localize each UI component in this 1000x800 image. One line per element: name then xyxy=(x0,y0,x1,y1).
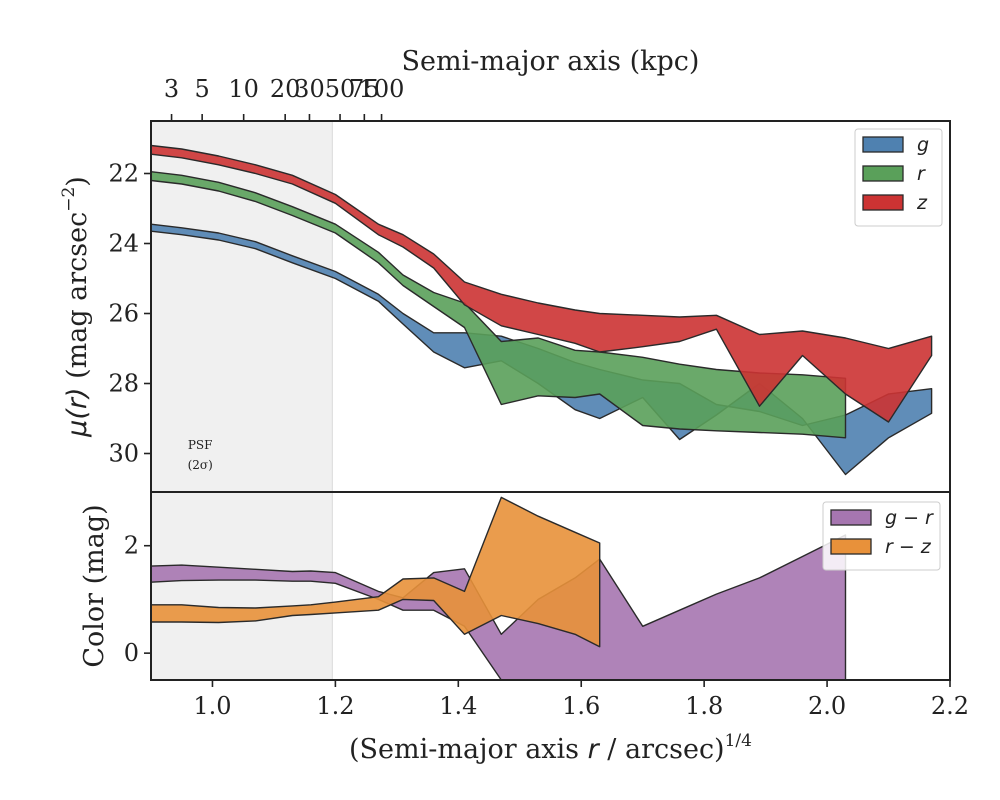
profile-series-group xyxy=(150,144,933,476)
x-axis-title-var: r xyxy=(588,734,601,765)
kpc-tick-label: 50 xyxy=(325,75,356,103)
profile-y-tick-label: 30 xyxy=(108,440,139,468)
color-y-ticks: 02 xyxy=(124,532,151,667)
color-y-tick-label: 0 xyxy=(124,639,139,667)
kpc-axis-title: Semi-major axis (kpc) xyxy=(402,46,700,77)
color-legend-label: r − z xyxy=(885,536,932,558)
x-tick-label: 1.8 xyxy=(685,692,723,720)
kpc-tick-label: 20 xyxy=(270,75,301,103)
profile-y-axis-title-symbol: μ(r) xyxy=(62,388,93,438)
kpc-tick-label: 75 xyxy=(349,75,380,103)
x-axis-ticks: 1.0 1.2 1.4 1.6 1.8 2.0 2.2 xyxy=(193,680,969,720)
color-y-axis-title: Color (mag) xyxy=(79,504,110,667)
kpc-tick-label: 5 xyxy=(195,75,210,103)
profile-y-tick-label: 24 xyxy=(108,230,139,258)
psf-label-line2: (2σ) xyxy=(188,458,213,472)
profile-legend-label: z xyxy=(916,192,928,214)
x-axis-title-rest: / arcsec) xyxy=(599,734,725,765)
color-y-tick-label: 2 xyxy=(124,532,139,560)
profile-legend-swatch xyxy=(862,194,904,211)
profile-legend-label: g xyxy=(917,134,929,156)
x-tick-label: 1.0 xyxy=(193,692,231,720)
profile-y-axis-title-exponent: −2 xyxy=(59,187,79,212)
profile-y-tick-label: 28 xyxy=(108,370,139,398)
color-panel: 02 1.0 1.2 1.4 1.6 1.8 2.0 2.2 (Semi-major axi… xyxy=(79,491,969,765)
profile-y-axis-title-units: (mag arcsec xyxy=(62,212,93,388)
kpc-tick-label: 3 xyxy=(164,75,179,103)
profile-y-axis-title-close: ) xyxy=(62,176,93,187)
psf-shaded-region-color xyxy=(151,492,333,680)
color-legend-swatch xyxy=(830,509,872,526)
x-tick-label: 2.0 xyxy=(808,692,846,720)
profile-band-1 xyxy=(150,170,847,439)
psf-label-line1: PSF xyxy=(188,438,213,452)
kpc-tick-label: 100 xyxy=(359,75,405,103)
profile-legend-swatch xyxy=(862,136,904,153)
x-tick-label: 2.2 xyxy=(931,692,969,720)
x-tick-label: 1.6 xyxy=(562,692,600,720)
color-legend-swatch xyxy=(830,538,872,555)
color-legend: g − r r − z xyxy=(822,501,941,571)
profile-band-0 xyxy=(150,223,933,476)
profile-legend: grz xyxy=(854,128,943,227)
profile-legend-swatch xyxy=(862,165,904,182)
color-legend-label: g − r xyxy=(885,507,934,529)
psf-label: PSF (2σ) xyxy=(188,438,213,472)
x-tick-label: 1.4 xyxy=(439,692,477,720)
profile-y-tick-label: 26 xyxy=(108,300,139,328)
x-axis-title-main: (Semi-major axis xyxy=(349,734,588,765)
color-band-1 xyxy=(150,496,601,648)
profile-y-axis-title: μ(r) (mag arcsec−2) xyxy=(59,176,93,438)
x-axis-title: (Semi-major axis r / arcsec)1/4 xyxy=(349,731,752,765)
profile-band-2 xyxy=(150,144,933,423)
profile-legend-label: r xyxy=(917,163,926,185)
kpc-tick-label: 30 xyxy=(294,75,325,103)
profile-y-ticks: 22 24 26 28 30 xyxy=(108,160,151,468)
kpc-tick-label: 10 xyxy=(228,75,259,103)
profile-y-tick-label: 22 xyxy=(108,160,139,188)
color-panel-frame xyxy=(150,491,951,681)
x-axis-title-sup: 1/4 xyxy=(725,731,752,751)
x-tick-label: 1.2 xyxy=(316,692,354,720)
